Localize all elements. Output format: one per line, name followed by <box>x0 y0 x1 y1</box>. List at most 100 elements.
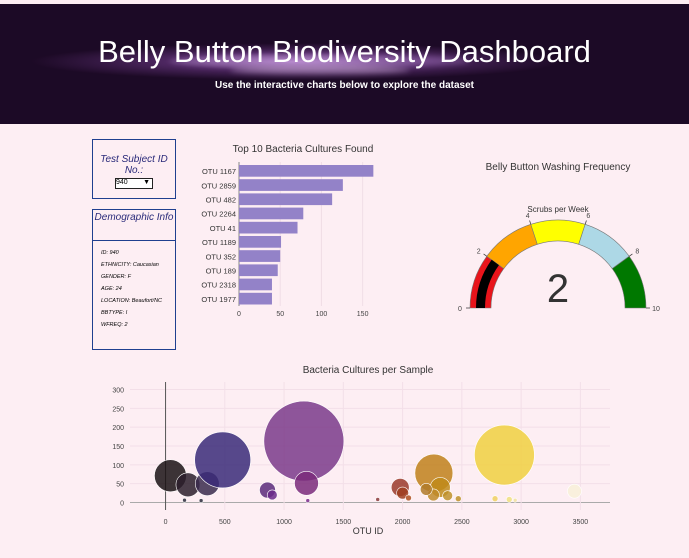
page-title: Belly Button Biodiversity Dashboard <box>98 34 591 69</box>
bubble-chart-title: Bacteria Cultures per Sample <box>303 365 434 376</box>
demographic-list: ID: 940 ETHNICITY: Caucasian GENDER: F A… <box>93 241 175 328</box>
bubble-y-tick-label: 100 <box>112 463 124 470</box>
bar-tick-label: 0 <box>237 311 241 318</box>
bar-category-label: OTU 1189 <box>202 238 236 247</box>
gauge-value-bar <box>476 259 499 308</box>
bubble-point <box>182 497 187 503</box>
gauge-tick <box>529 220 532 225</box>
bubble-x-tick-label: 2000 <box>395 519 411 526</box>
bubble-point <box>442 490 453 501</box>
bar <box>239 165 374 177</box>
bar-category-label: OTU 482 <box>206 196 236 205</box>
subject-selector-panel: Test Subject ID No.: 940 ▼ <box>92 139 176 199</box>
gauge-subtitle: Scrubs per Week <box>527 205 589 214</box>
bubble-x-tick-label: 0 <box>164 519 168 526</box>
demographic-panel: Demographic Info ID: 940 ETHNICITY: Cauc… <box>92 209 176 350</box>
bubble-point <box>266 489 278 501</box>
bubble-x-tick-label: 1000 <box>276 519 292 526</box>
page-subtitle: Use the interactive charts below to expl… <box>215 80 474 91</box>
bar-tick-label: 100 <box>316 311 328 318</box>
bubble-point <box>405 494 412 502</box>
bubble-chart-points <box>154 400 582 503</box>
bubble-point <box>194 431 251 489</box>
bar <box>239 221 298 234</box>
bubble-y-tick-label: 300 <box>112 388 124 395</box>
gauge-tick <box>628 253 633 257</box>
bar-category-label: OTU 1167 <box>202 167 236 176</box>
bar <box>239 250 281 262</box>
gauge-tick-label: 4 <box>526 213 530 220</box>
bar <box>239 193 333 206</box>
bar-category-label: OTU 1977 <box>201 295 236 304</box>
bubble-x-tick-label: 3000 <box>513 519 529 526</box>
subject-id-value: 940 <box>116 179 128 186</box>
bubble-point <box>474 424 535 486</box>
bubble-point <box>491 495 499 503</box>
gauge-value: 2 <box>547 267 569 311</box>
bubble-y-tick-label: 50 <box>116 482 124 489</box>
gauge-tick-label: 8 <box>635 248 639 255</box>
gauge-tick <box>584 220 587 225</box>
demographic-item: ETHNICITY: Caucasian <box>101 262 159 268</box>
banner-light-streak <box>230 66 410 74</box>
bubble-x-tick-label: 1500 <box>336 519 352 526</box>
gauge-tick-label: 0 <box>458 306 462 313</box>
bar <box>239 278 272 291</box>
bubble-x-tick-label: 500 <box>219 519 231 526</box>
banner-light-streak <box>170 54 470 68</box>
bubble-chart-xlabel: OTU ID <box>353 526 384 536</box>
bubble-point <box>419 482 433 496</box>
bubble-chart: Bacteria Cultures per Sample 0 50 100 150 20… <box>112 365 610 536</box>
gauge-tick-label: 6 <box>586 213 590 220</box>
bar <box>239 236 282 248</box>
bar-chart-title: Top 10 Bacteria Cultures Found <box>233 144 374 155</box>
gauge-tick <box>483 253 488 257</box>
bubble-point <box>375 497 381 502</box>
bubble-point <box>198 498 204 503</box>
bubble-y-tick-label: 250 <box>112 406 124 413</box>
bubble-point <box>505 496 513 503</box>
demographic-item: AGE: 24 <box>101 286 122 292</box>
bar <box>239 179 343 191</box>
demographic-item: BBTYPE: I <box>101 310 128 316</box>
bubble-point <box>567 483 582 499</box>
bubble-y-tick-label: 0 <box>120 500 124 507</box>
demographic-title: Demographic Info <box>93 210 175 241</box>
subject-selector-label: Test Subject ID No.: <box>100 154 168 176</box>
bubble-y-tick-label: 150 <box>112 444 124 451</box>
bar-category-label: OTU 189 <box>206 267 236 276</box>
top10-bar-chart: Top 10 Bacteria Cultures Found 0 50 100 150… <box>201 144 374 318</box>
bar <box>239 264 278 277</box>
header-banner: Belly Button Biodiversity Dashboard Use … <box>0 4 689 124</box>
bubble-point <box>305 498 311 503</box>
gauge-step <box>530 219 586 245</box>
demographic-item: GENDER: F <box>101 274 131 280</box>
wash-frequency-gauge: Belly Button Washing Frequency Scrubs pe… <box>458 162 660 313</box>
chevron-down-icon: ▼ <box>143 179 150 186</box>
bubble-point <box>512 497 518 503</box>
bar-tick-label: 50 <box>276 311 284 318</box>
bubble-x-tick-label: 2500 <box>454 519 470 526</box>
bubble-y-tick-label: 200 <box>112 425 124 432</box>
bar-category-label: OTU 2859 <box>201 181 236 190</box>
demographic-item: LOCATION: Beaufort/NC <box>101 298 163 304</box>
bar-category-label: OTU 41 <box>210 224 236 233</box>
bar-category-label: OTU 2264 <box>201 210 236 219</box>
bubble-point <box>294 470 319 496</box>
bar <box>239 292 272 305</box>
bar-category-label: OTU 2318 <box>201 281 236 290</box>
bubble-point <box>263 400 345 482</box>
bar-category-label: OTU 352 <box>206 252 236 261</box>
gauge-step <box>611 255 647 309</box>
bubble-point <box>396 486 409 500</box>
gauge-title: Belly Button Washing Frequency <box>486 162 631 173</box>
gauge-arcs: 0 2 4 6 8 10 <box>458 213 660 313</box>
gauge-tick-label: 2 <box>477 248 481 255</box>
bar <box>239 207 304 220</box>
bubble-x-tick-label: 3500 <box>573 519 589 526</box>
demographic-item: ID: 940 <box>101 250 119 256</box>
subject-id-dropdown[interactable]: 940 ▼ <box>115 178 153 189</box>
demographic-item: WFREQ: 2 <box>101 322 128 328</box>
bubble-point <box>454 495 462 503</box>
